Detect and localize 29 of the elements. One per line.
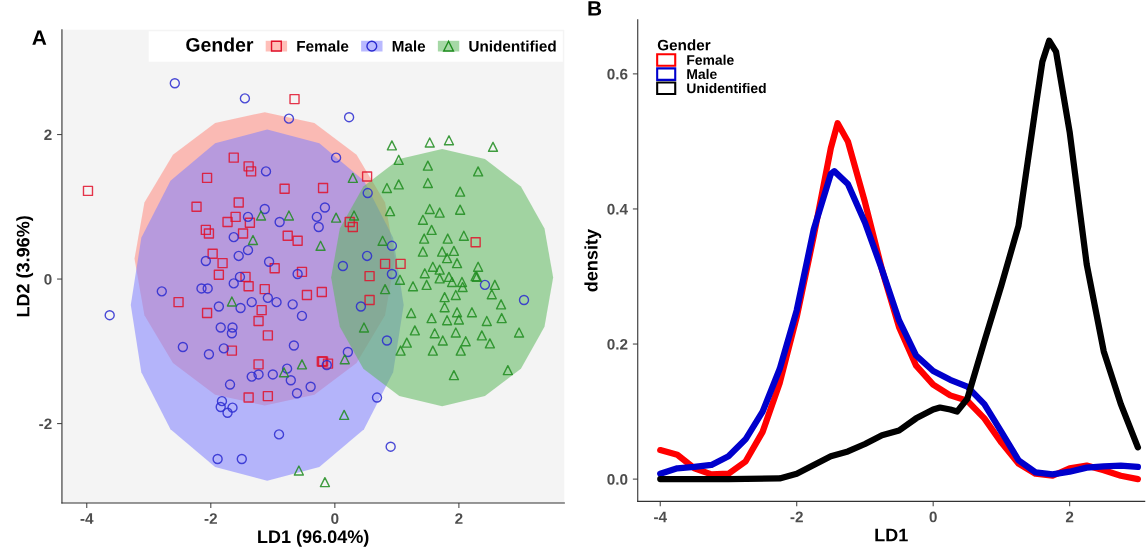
x-tick-label: -4 [80, 513, 94, 524]
x-tick-label: -4 [654, 511, 667, 523]
y-tick-label: 0.6 [607, 68, 628, 80]
legend-label: Female [297, 40, 349, 52]
legend-label: Female [687, 54, 734, 65]
legend-title: Gender [657, 39, 711, 51]
legend-title: Gender [186, 37, 254, 52]
chart-title: A [32, 30, 47, 45]
y-tick-label: 0.4 [607, 203, 628, 215]
chart-title: B [588, 1, 602, 16]
x-tick-label: 0 [331, 513, 339, 525]
y-tick-label: 0 [44, 273, 52, 285]
y-tick-label: 2 [44, 129, 52, 141]
legend-label: Unidentified [469, 40, 556, 52]
legend-label: Male [687, 68, 717, 80]
x-axis-title: LD1 [875, 528, 908, 542]
x-axis-title: LD1 (96.04%) [258, 529, 369, 547]
legend-label: Male [392, 40, 426, 52]
legend-label: Unidentified [687, 82, 766, 94]
y-tick-label: 0.2 [607, 338, 628, 350]
x-tick-label: 2 [455, 513, 463, 524]
x-tick-label: -2 [790, 511, 803, 523]
y-tick-label: -2 [39, 418, 52, 430]
y-axis-title: density [584, 229, 602, 292]
x-tick-label: 0 [929, 511, 937, 523]
x-tick-label: 2 [1065, 511, 1074, 523]
y-tick-label: 0.0 [607, 473, 628, 485]
x-tick-label: -2 [204, 513, 217, 524]
y-axis-title: LD2 (3.96%) [16, 216, 34, 317]
